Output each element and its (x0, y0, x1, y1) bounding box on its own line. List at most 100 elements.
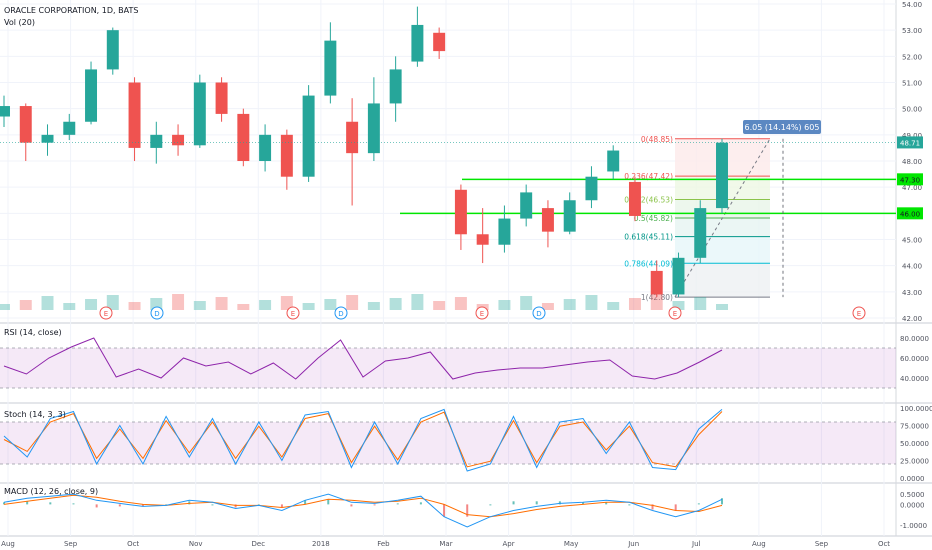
candle-body-20 (433, 33, 445, 51)
volume-label: Vol (20) (4, 18, 35, 27)
event-marker-text-1: D (154, 310, 159, 318)
candle-body-13 (281, 135, 293, 177)
rsi-pane-label: RSI (14, close) (4, 328, 62, 337)
horizontal-line-tag-text-1: 46.00 (900, 210, 920, 218)
rsi-tick-2: 40.0000 (900, 375, 929, 383)
macd-histogram-23 (536, 501, 538, 504)
candle-body-30 (651, 271, 663, 295)
candle-body-27 (585, 177, 597, 201)
candle-body-0 (0, 106, 10, 116)
macd-histogram-17 (397, 503, 399, 504)
last-price-tag-text: 48.71 (900, 139, 920, 147)
candle-body-4 (85, 69, 97, 121)
macd-histogram-9 (211, 504, 213, 505)
price-tick-label-7: 47.00 (902, 184, 922, 192)
time-tick-label-14: Oct (878, 540, 890, 548)
candle-body-5 (107, 30, 119, 69)
time-tick-label-11: Jul (691, 540, 701, 548)
volume-bar-11 (237, 304, 249, 310)
candle-body-15 (324, 41, 336, 96)
stoch-tick-3: 25.0000 (900, 458, 929, 466)
rsi-tick-0: 80.0000 (900, 335, 929, 343)
stoch-tick-0: 100.0000 (900, 405, 932, 413)
macd-tick-0: 0.5000 (900, 491, 925, 499)
event-marker-text-4: E (480, 310, 484, 318)
volume-bar-3 (63, 303, 75, 310)
volume-bar-12 (259, 300, 271, 310)
volume-bar-33 (716, 304, 728, 310)
candle-body-6 (129, 83, 141, 148)
candle-body-25 (542, 208, 554, 232)
macd-histogram-5 (119, 504, 121, 506)
candle-body-8 (172, 135, 184, 145)
fib-level-label-5: 0.786(44.09) (624, 259, 673, 268)
candle-body-14 (303, 96, 315, 177)
macd-tick-1: 0.0000 (900, 501, 925, 509)
stoch-pane-label: Stoch (14, 3, 3) (4, 410, 66, 419)
price-tick-label-1: 53.00 (902, 27, 922, 35)
volume-bar-32 (694, 297, 706, 310)
time-tick-label-13: Sep (815, 540, 829, 548)
candle-body-7 (150, 135, 162, 148)
macd-histogram-16 (374, 504, 376, 505)
macd-histogram-19 (443, 504, 445, 516)
volume-bar-19 (411, 294, 423, 310)
candle-body-1 (20, 106, 32, 143)
candle-body-22 (477, 234, 489, 244)
time-tick-label-3: Nov (189, 540, 203, 548)
volume-bar-15 (324, 299, 336, 310)
candle-body-3 (63, 122, 75, 135)
macd-histogram-14 (327, 499, 329, 504)
price-tick-label-9: 45.00 (902, 237, 922, 245)
volume-bar-23 (498, 300, 510, 310)
volume-bar-16 (346, 295, 358, 310)
candle-body-16 (346, 122, 358, 153)
macd-histogram-30 (698, 503, 700, 504)
candle-body-32 (694, 208, 706, 258)
candle-body-17 (368, 103, 380, 153)
price-tick-label-2: 52.00 (902, 53, 922, 61)
candle-body-9 (194, 83, 206, 146)
volume-bar-30 (651, 294, 663, 310)
macd-tick-2: -1.0000 (900, 522, 927, 530)
time-tick-label-9: May (564, 540, 578, 548)
stoch-band (0, 422, 896, 464)
volume-bar-29 (629, 298, 641, 310)
volume-bar-0 (0, 304, 10, 310)
stoch-tick-4: 0.0000 (900, 475, 925, 483)
candle-body-26 (564, 200, 576, 231)
candle-body-12 (259, 135, 271, 161)
stoch-tick-2: 50.0000 (900, 440, 929, 448)
volume-bar-24 (520, 296, 532, 310)
time-tick-label-6: Feb (377, 540, 390, 548)
price-tick-label-6: 48.00 (902, 158, 922, 166)
time-tick-label-12: Aug (752, 540, 766, 548)
price-tick-label-10: 44.00 (902, 263, 922, 271)
macd-histogram-18 (420, 502, 422, 504)
volume-bar-4 (85, 299, 97, 310)
rsi-tick-1: 60.0000 (900, 355, 929, 363)
macd-histogram-27 (628, 504, 630, 505)
volume-bar-8 (172, 294, 184, 310)
macd-histogram-4 (96, 504, 98, 507)
event-marker-text-5: D (536, 310, 541, 318)
candle-body-33 (716, 143, 728, 208)
volume-bar-6 (129, 302, 141, 310)
fib-zone-3 (675, 218, 770, 237)
macd-histogram-3 (72, 503, 74, 504)
volume-bar-9 (194, 301, 206, 310)
candle-body-2 (42, 135, 54, 143)
candle-body-19 (411, 25, 423, 62)
candle-body-18 (390, 69, 402, 103)
candle-body-23 (498, 219, 510, 245)
time-tick-label-8: Apr (503, 540, 515, 548)
candle-body-31 (673, 258, 685, 295)
volume-bar-27 (585, 295, 597, 310)
fib-zone-5 (675, 263, 770, 297)
price-tick-label-12: 42.00 (902, 315, 922, 323)
volume-bar-1 (20, 300, 32, 310)
price-tick-label-0: 54.00 (902, 1, 922, 9)
price-tick-label-4: 50.00 (902, 106, 922, 114)
volume-bar-21 (455, 297, 467, 310)
